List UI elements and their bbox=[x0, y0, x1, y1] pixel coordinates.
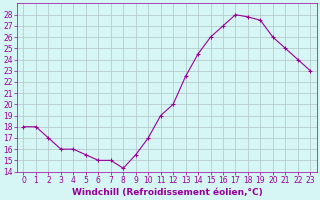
X-axis label: Windchill (Refroidissement éolien,°C): Windchill (Refroidissement éolien,°C) bbox=[72, 188, 262, 197]
